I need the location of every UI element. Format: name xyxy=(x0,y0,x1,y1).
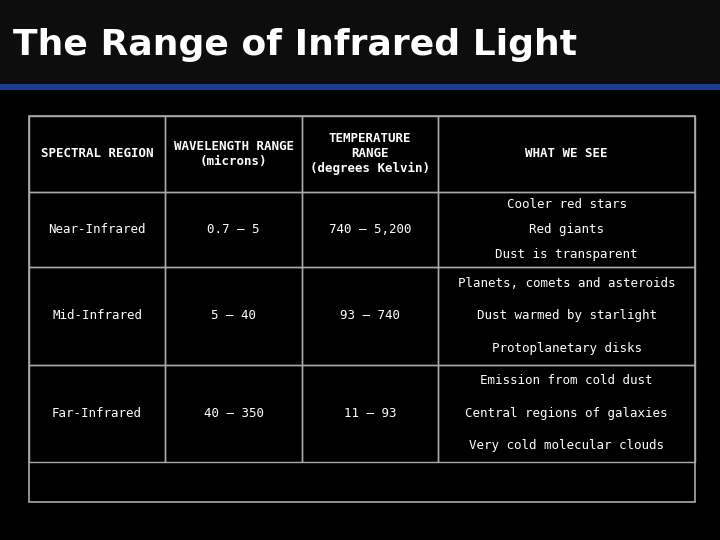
Text: WAVELENGTH RANGE
(microns): WAVELENGTH RANGE (microns) xyxy=(174,140,294,168)
Text: The Range of Infrared Light: The Range of Infrared Light xyxy=(13,29,577,62)
Text: Cooler red stars: Cooler red stars xyxy=(507,198,626,211)
Text: Dust is transparent: Dust is transparent xyxy=(495,248,638,261)
Polygon shape xyxy=(623,13,695,53)
Text: SPECTRAL REGION: SPECTRAL REGION xyxy=(41,147,153,160)
Text: 740 – 5,200: 740 – 5,200 xyxy=(329,223,411,236)
Text: Near-Infrared: Near-Infrared xyxy=(48,223,146,236)
Text: Emission from cold dust: Emission from cold dust xyxy=(480,374,653,387)
Text: 0.7 – 5: 0.7 – 5 xyxy=(207,223,260,236)
Text: Far-Infrared: Far-Infrared xyxy=(52,407,142,420)
Circle shape xyxy=(621,5,697,79)
Text: Central regions of galaxies: Central regions of galaxies xyxy=(465,407,668,420)
Text: Planets, comets and asteroids: Planets, comets and asteroids xyxy=(458,277,675,290)
Text: WHAT WE SEE: WHAT WE SEE xyxy=(526,147,608,160)
Text: 93 – 740: 93 – 740 xyxy=(340,309,400,322)
Text: Red giants: Red giants xyxy=(529,223,604,236)
Text: TEMPERATURE
RANGE
(degrees Kelvin): TEMPERATURE RANGE (degrees Kelvin) xyxy=(310,132,430,176)
Text: Mid-Infrared: Mid-Infrared xyxy=(52,309,142,322)
Text: 5 – 40: 5 – 40 xyxy=(211,309,256,322)
Text: 40 – 350: 40 – 350 xyxy=(204,407,264,420)
Text: 11 – 93: 11 – 93 xyxy=(344,407,397,420)
Text: Protoplanetary disks: Protoplanetary disks xyxy=(492,342,642,355)
Text: Very cold molecular clouds: Very cold molecular clouds xyxy=(469,439,664,452)
Text: NASA: NASA xyxy=(638,35,680,49)
Text: Dust warmed by starlight: Dust warmed by starlight xyxy=(477,309,657,322)
